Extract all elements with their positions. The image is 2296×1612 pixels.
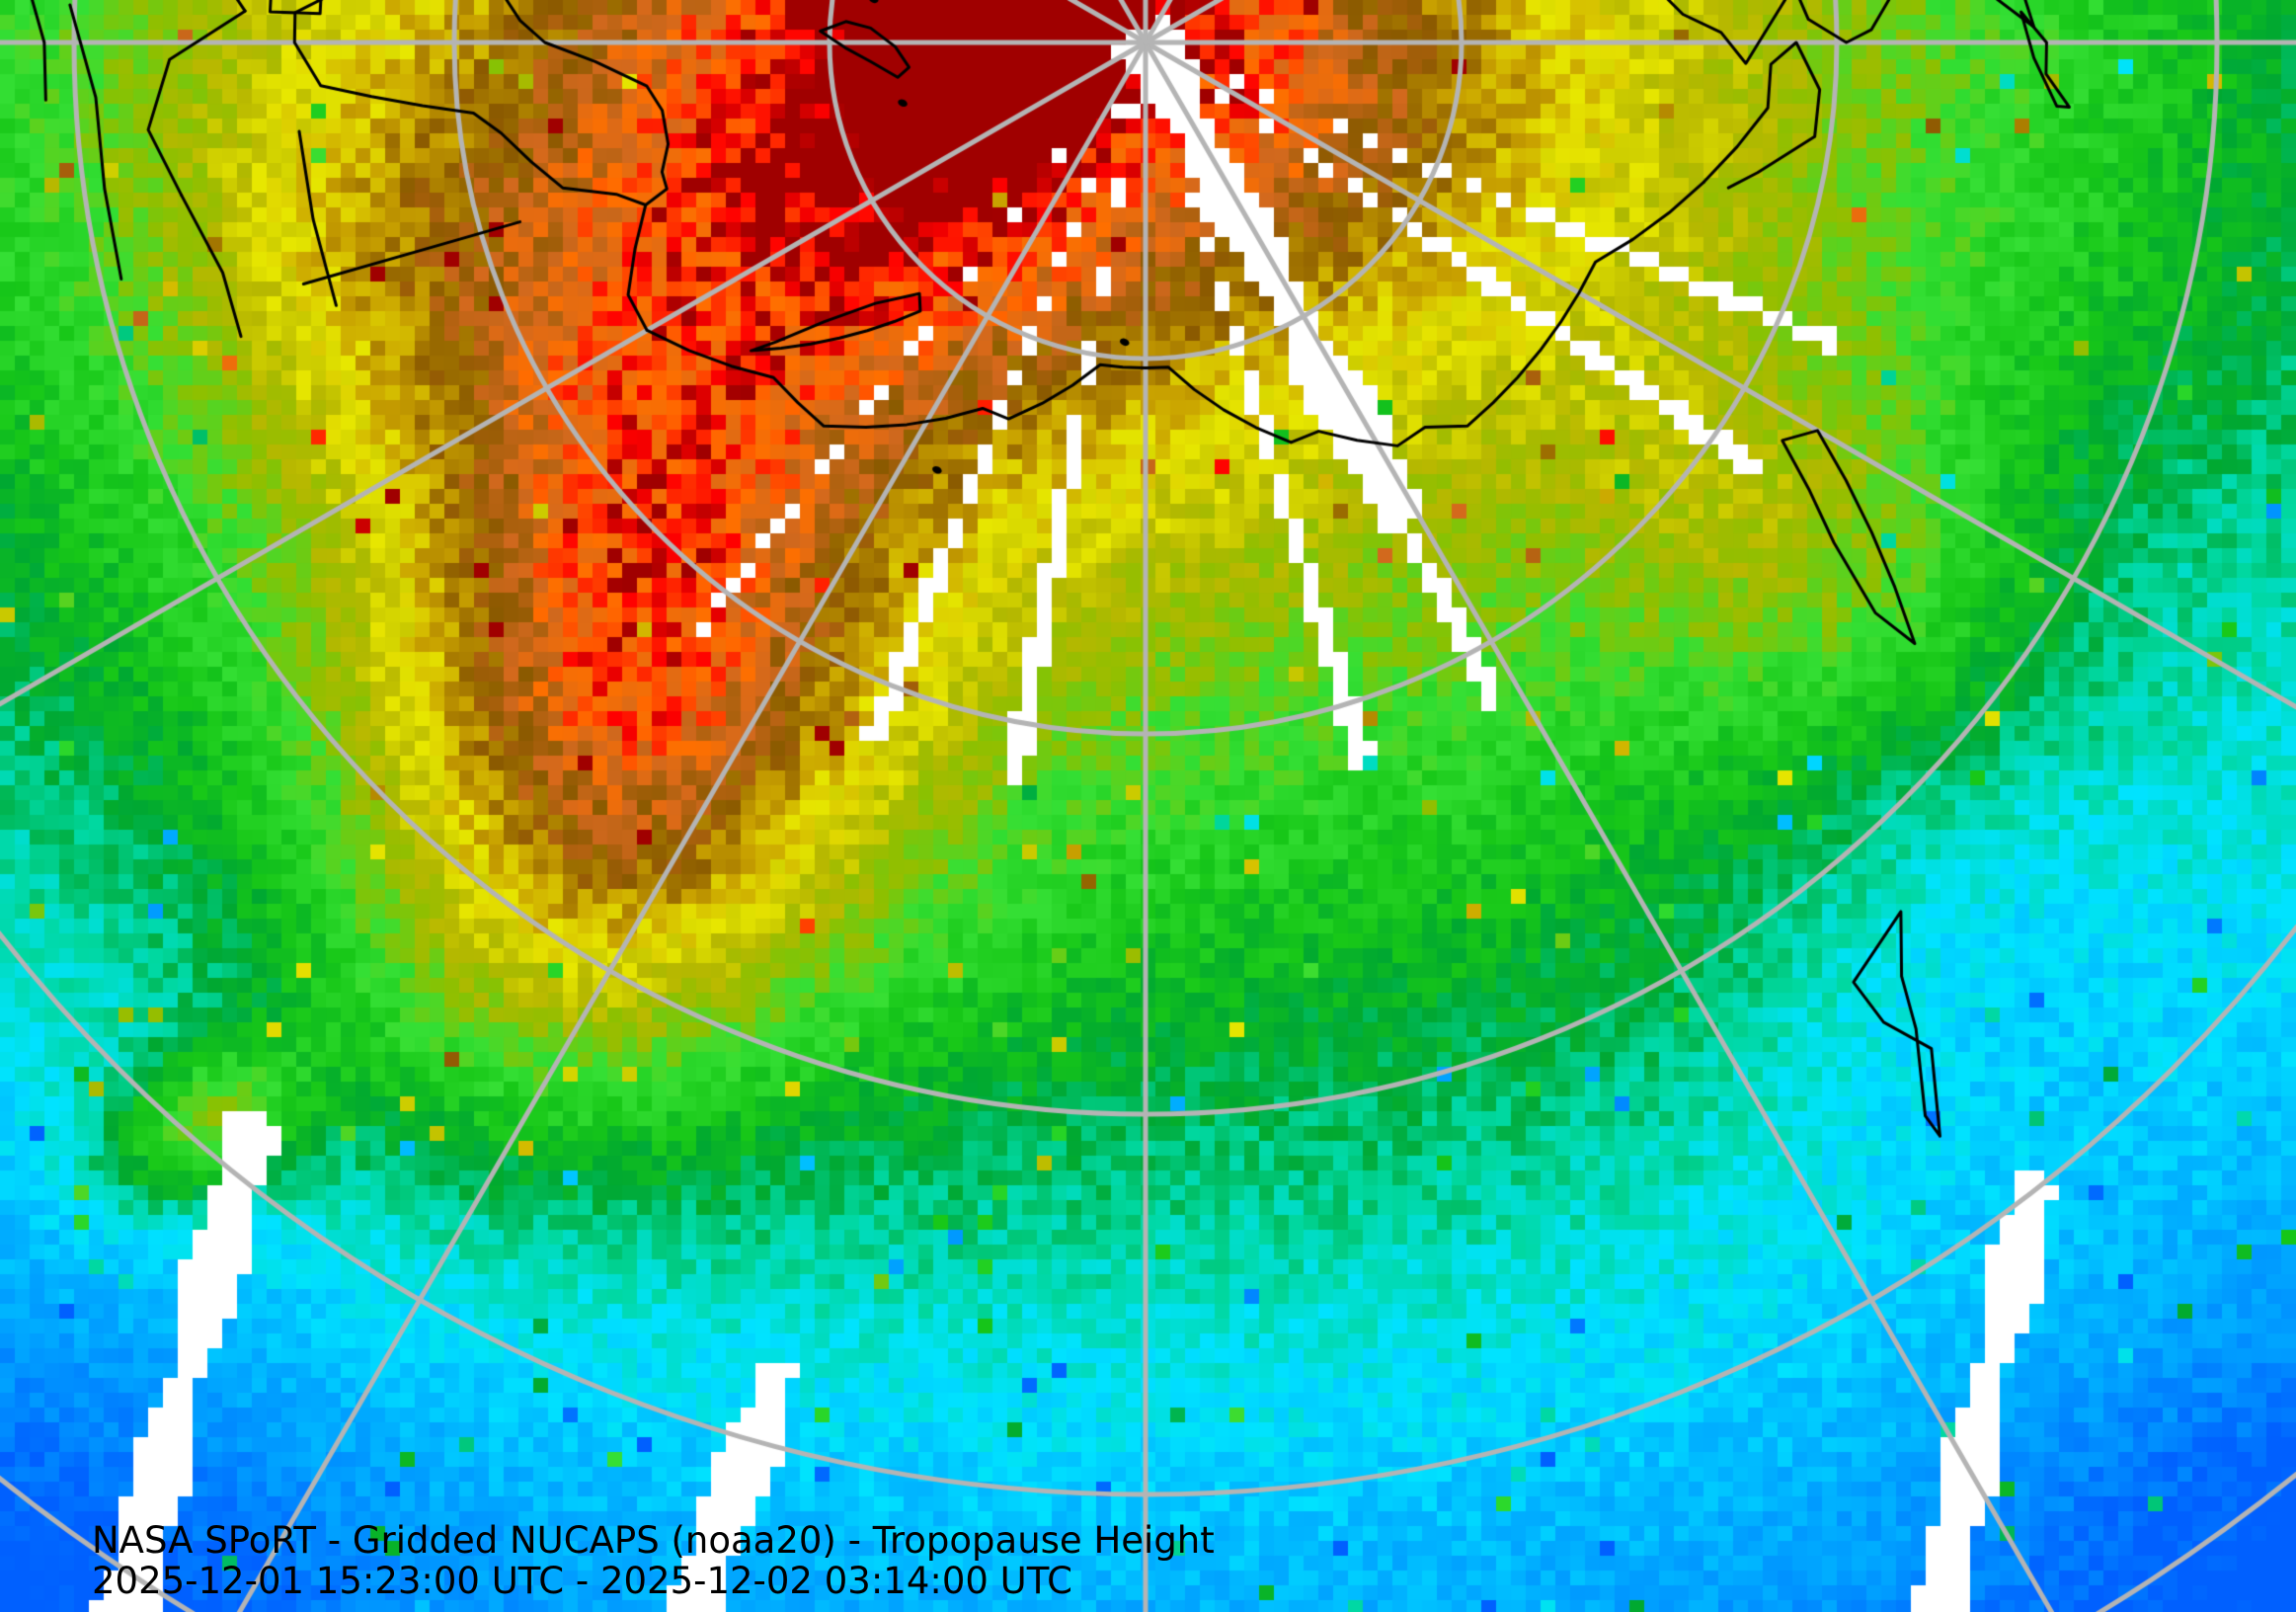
map-overlay-layer (0, 0, 2296, 1612)
nucaps-tropopause-map: NASA SPoRT - Gridded NUCAPS (noaa20) - T… (0, 0, 2296, 1612)
